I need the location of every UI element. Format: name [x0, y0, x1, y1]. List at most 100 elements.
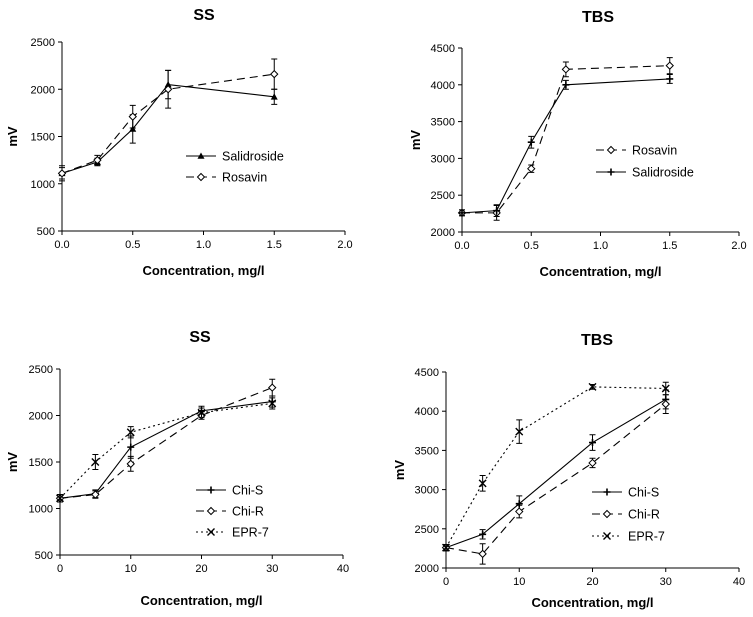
data-point	[126, 459, 135, 469]
y-axis-label: mV	[5, 126, 20, 147]
legend-label: Salidroside	[632, 166, 694, 180]
series-rosavin	[57, 58, 279, 182]
data-point	[562, 81, 570, 89]
data-point	[478, 479, 487, 488]
y-tick-label: 4000	[415, 406, 439, 418]
y-tick-label: 4500	[415, 367, 439, 379]
y-tick-label: 4000	[431, 80, 455, 92]
legend-marker	[196, 172, 206, 182]
y-tick-label: 500	[35, 550, 53, 562]
legend-label: EPR-7	[232, 526, 269, 540]
data-point	[93, 155, 102, 165]
x-tick-label: 0.5	[125, 239, 140, 251]
legend-marker	[603, 532, 611, 540]
series-chi-s	[442, 389, 670, 552]
data-point	[589, 439, 596, 447]
series-line	[445, 398, 667, 549]
legend-entry: Rosavin	[186, 171, 267, 185]
legend-label: Rosavin	[222, 171, 267, 185]
data-point	[561, 65, 571, 74]
y-tick-label: 2000	[431, 227, 455, 239]
data-point	[661, 399, 670, 409]
legend-marker	[197, 152, 205, 159]
data-point	[57, 169, 67, 178]
legend-entry: Salidroside	[186, 150, 284, 164]
x-tick-label: 40	[337, 563, 349, 575]
y-tick-label: 3500	[431, 117, 455, 129]
legend-entry: Chi-S	[196, 484, 263, 498]
series-salidroside	[458, 73, 674, 218]
data-point	[588, 458, 597, 468]
legend-label: Chi-R	[232, 505, 264, 519]
chart-title: TBS	[581, 332, 613, 349]
x-tick-label: 1.0	[593, 240, 608, 252]
x-tick-label: 0	[443, 576, 449, 588]
legend-label: Chi-R	[628, 508, 660, 522]
data-point	[515, 427, 524, 436]
y-tick-label: 1000	[31, 179, 55, 191]
x-tick-label: 1.5	[662, 240, 677, 252]
chart-panel-bottom-right: TBS 0 10 20 30 40 2000 2500 3000 3500 4000 4500 Conc…	[392, 332, 745, 610]
data-point	[479, 530, 487, 538]
y-axis-label: mV	[392, 460, 407, 481]
data-point	[126, 428, 135, 437]
legend-entry: Chi-R	[592, 508, 660, 522]
series-chi-r	[441, 394, 670, 565]
x-tick-label: 1.5	[267, 239, 282, 251]
x-tick-label: 2.0	[731, 240, 746, 252]
data-point	[493, 207, 501, 215]
data-point	[270, 93, 278, 100]
data-point	[588, 382, 597, 391]
chart-panel-top-right: TBS 0.0 0.5 1.0 1.5 2.0 2000 2500 3000 3500 4000 45…	[408, 9, 747, 279]
y-tick-label: 1500	[29, 457, 53, 469]
legend-marker	[207, 486, 215, 494]
x-tick-label: 0	[57, 563, 63, 575]
data-point	[527, 138, 535, 146]
x-tick-label: 0.0	[454, 240, 469, 252]
data-point	[442, 543, 450, 552]
x-tick-label: 2.0	[337, 239, 352, 251]
x-axis-label: Concentration, mg/l	[539, 264, 661, 279]
y-tick-label: 2000	[31, 84, 55, 96]
legend-entry: EPR-7	[592, 530, 665, 544]
data-point	[127, 443, 135, 451]
legend-marker	[207, 528, 215, 536]
chart-title: SS	[193, 7, 215, 24]
chart-panel-top-left: SS 0.0 0.5 1.0 1.5 2.0 500 1000 1500 2000 2500 Conc…	[5, 7, 353, 278]
data-point	[665, 61, 674, 70]
chart-panel-bottom-left: SS 0 10 20 30 40 500 1000 1500 2000 2500 Concentrat…	[5, 329, 349, 608]
data-point	[270, 69, 279, 79]
x-tick-label: 0.5	[524, 240, 539, 252]
data-point	[458, 209, 466, 217]
y-tick-label: 1500	[31, 132, 55, 144]
y-tick-label: 500	[37, 226, 55, 238]
chart-title: SS	[189, 329, 211, 346]
data-point	[527, 164, 536, 173]
y-tick-label: 2500	[31, 37, 55, 49]
data-point	[268, 383, 277, 392]
data-point	[91, 458, 100, 466]
legend-marker	[606, 145, 616, 155]
y-tick-label: 2500	[415, 524, 439, 536]
x-tick-label: 30	[660, 576, 672, 588]
legend-entry: Salidroside	[596, 166, 694, 180]
x-tick-label: 20	[586, 576, 598, 588]
y-axis-label: mV	[408, 130, 423, 151]
legend-marker	[607, 168, 615, 176]
x-tick-label: 20	[195, 563, 207, 575]
legend-marker	[603, 488, 611, 496]
y-tick-label: 2000	[415, 563, 439, 575]
data-point	[128, 112, 137, 121]
data-point	[268, 399, 277, 408]
data-point	[515, 507, 524, 516]
data-point	[197, 408, 206, 417]
y-tick-label: 2000	[29, 411, 53, 423]
x-tick-label: 10	[513, 576, 525, 588]
y-tick-label: 3000	[431, 153, 455, 165]
legend-label: Salidroside	[222, 150, 284, 164]
y-axis-label: mV	[5, 452, 20, 473]
data-point	[478, 549, 487, 559]
y-tick-label: 3000	[415, 485, 439, 497]
y-tick-label: 3500	[415, 445, 439, 457]
legend-marker	[602, 509, 612, 519]
